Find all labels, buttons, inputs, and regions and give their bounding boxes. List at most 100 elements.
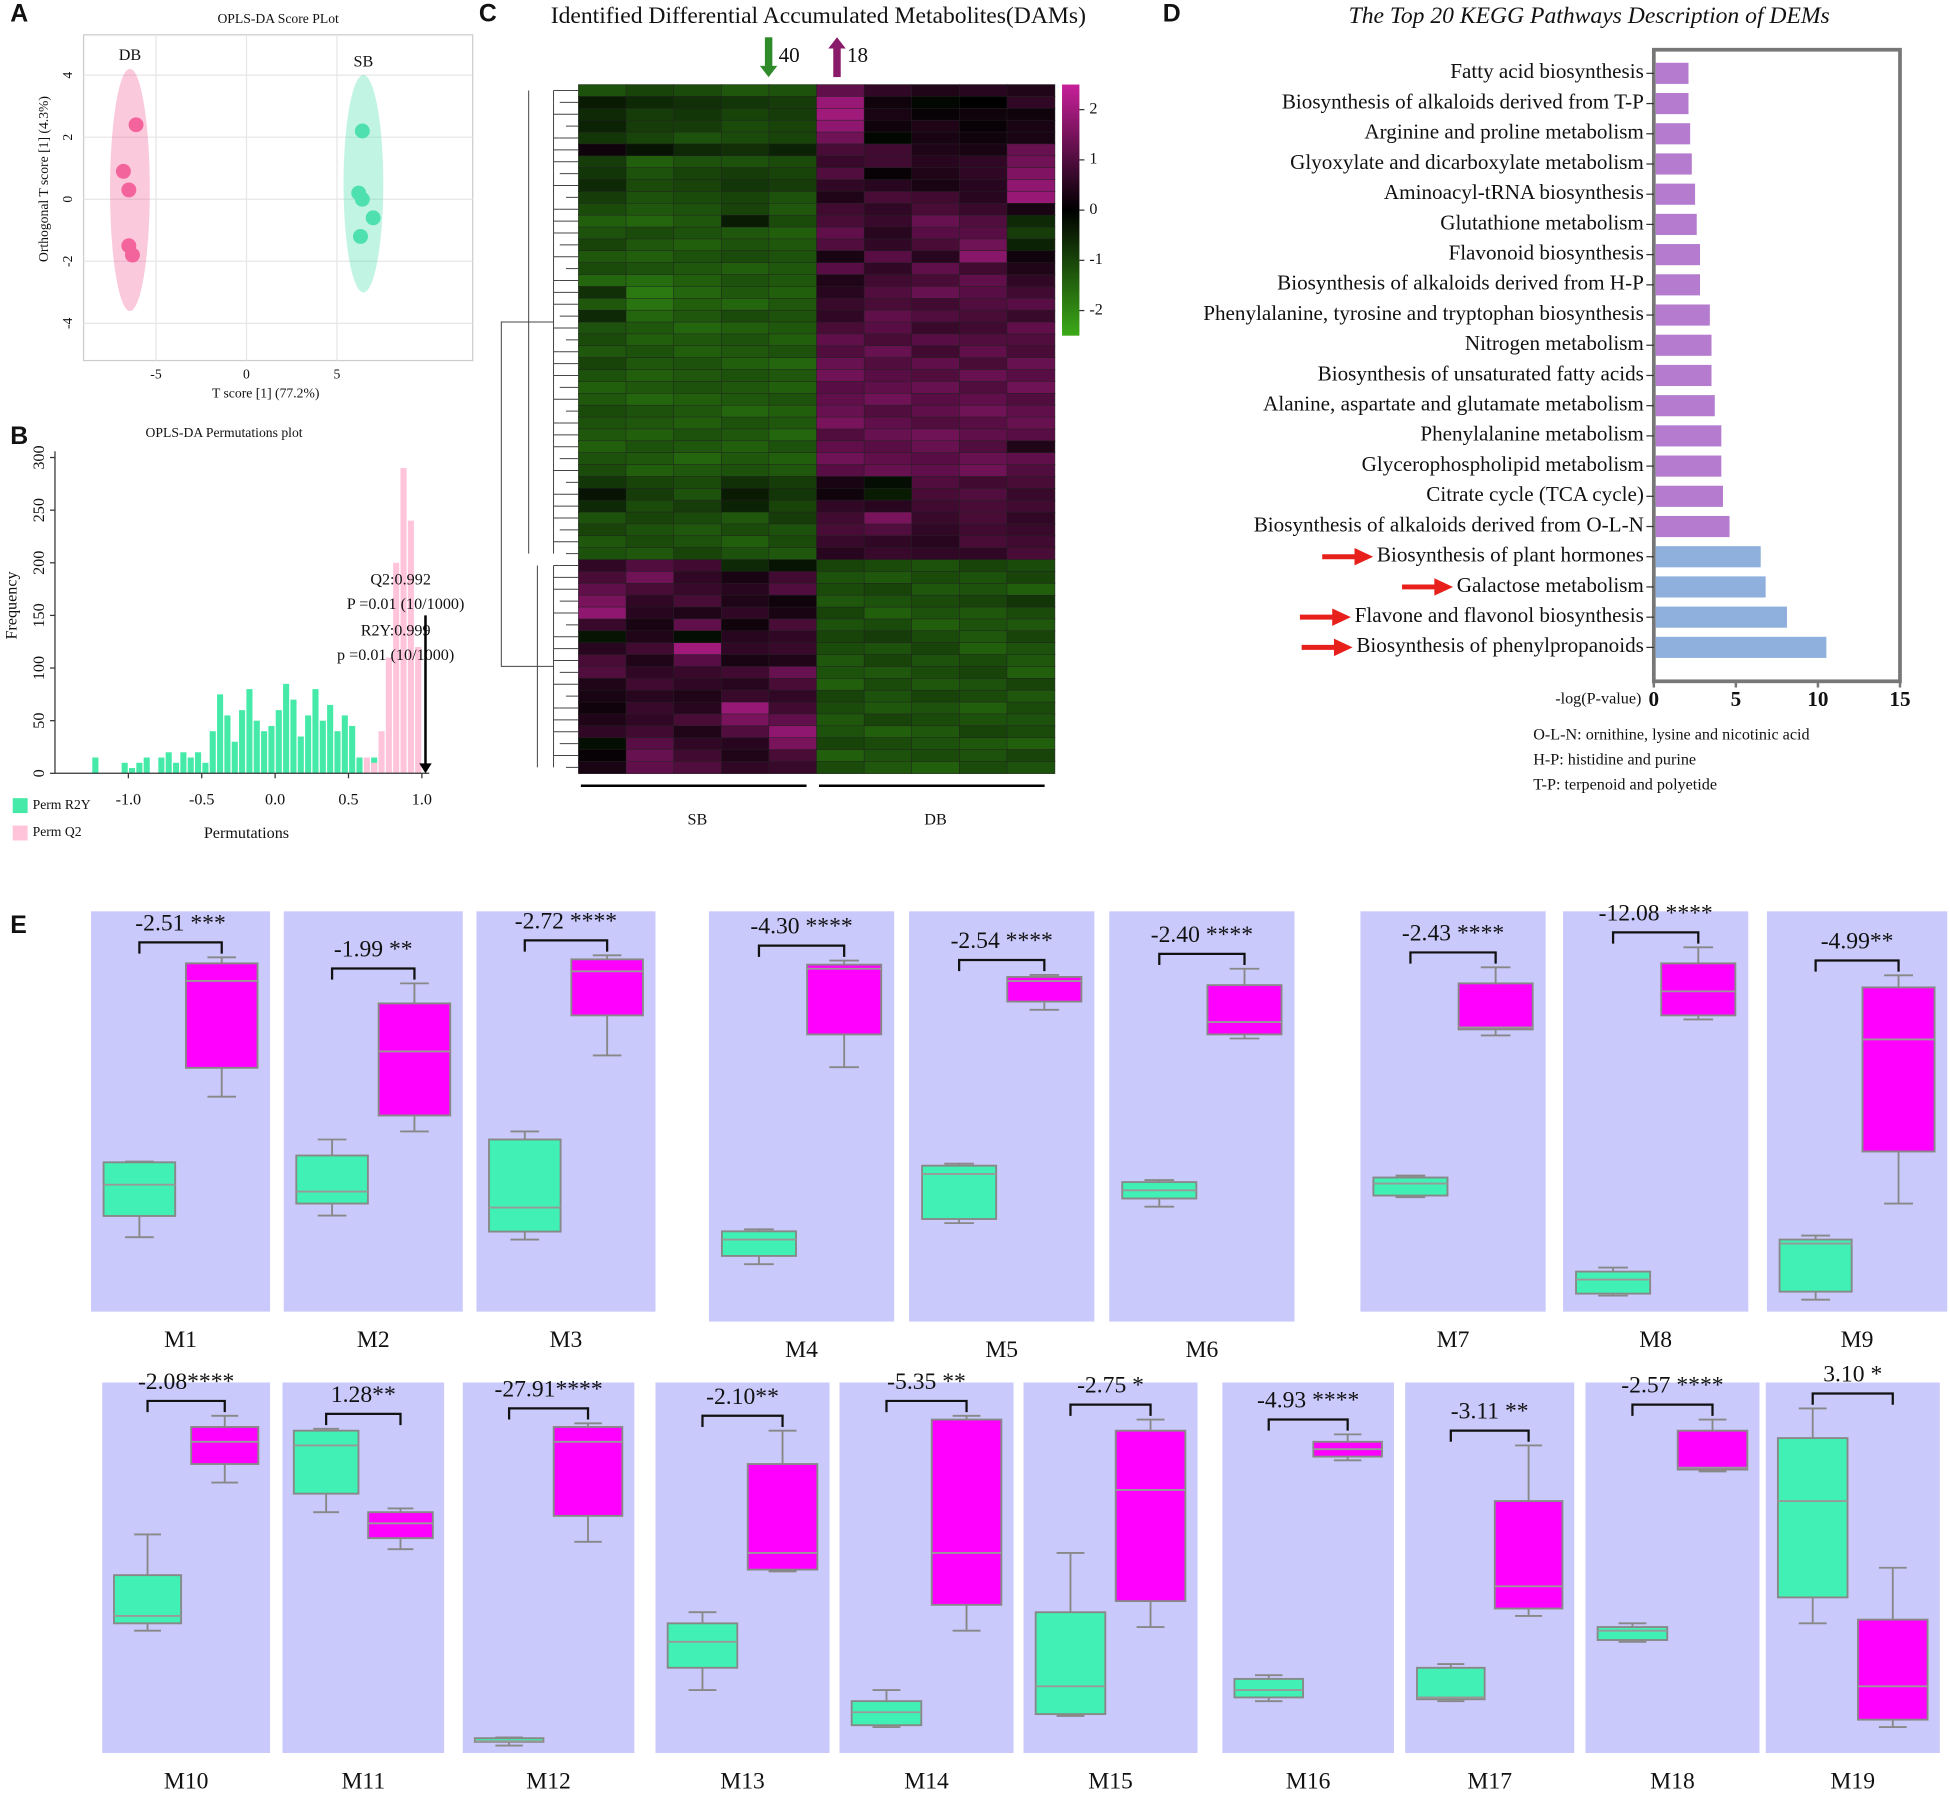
- heatmap-cell: [673, 594, 722, 608]
- histogram-bar: [268, 725, 275, 774]
- heatmap-cell: [959, 535, 1008, 549]
- heatmap-cell: [1006, 238, 1056, 252]
- heatmap-cell: [578, 547, 627, 561]
- heatmap-cell: [911, 761, 960, 774]
- heatmap-cell: [816, 404, 865, 418]
- heatmap-cell: [816, 535, 865, 549]
- heatmap-cell: [578, 488, 627, 501]
- heatmap-cell: [721, 131, 770, 145]
- heatmap-cell: [959, 179, 1008, 193]
- heatmap-cell: [959, 559, 1008, 573]
- heatmap-cell: [673, 511, 722, 525]
- heatmap-cell: [625, 321, 675, 335]
- point: [354, 123, 370, 139]
- heatmap-cell: [911, 203, 960, 216]
- heatmap-cell: [721, 452, 770, 466]
- heatmap-cell: [673, 345, 722, 359]
- significance-bracket: [1814, 959, 1900, 972]
- legend-swatch: [12, 825, 28, 841]
- group-label: SB: [688, 811, 708, 828]
- heatmap-cell: [959, 357, 1008, 371]
- heatmap-cell: [578, 630, 627, 644]
- heatmap-cell: [578, 571, 627, 584]
- point: [121, 182, 137, 198]
- box: [806, 963, 883, 1036]
- colorbar-tick-label: -1: [1089, 251, 1102, 268]
- heatmap-cell: [721, 523, 770, 537]
- heatmap-cell: [721, 618, 770, 632]
- heatmap-cell: [959, 369, 1008, 383]
- panel-letter: E: [10, 911, 27, 939]
- heatmap-cell: [959, 499, 1008, 513]
- heatmap-cell: [625, 642, 675, 656]
- heatmap-cell: [721, 583, 770, 596]
- heatmap-cell: [578, 131, 627, 145]
- heatmap-cell: [1006, 203, 1056, 216]
- heatmap-cell: [863, 535, 913, 549]
- heatmap-cell: [625, 96, 675, 109]
- heatmap-cell: [721, 393, 770, 406]
- heatmap-cell: [816, 666, 865, 679]
- heatmap-cell: [1006, 737, 1056, 751]
- heatmap-cell: [673, 131, 722, 145]
- heatmap-cell: [673, 523, 722, 537]
- point: [128, 117, 144, 133]
- heatmap-cell: [578, 642, 627, 656]
- histogram-bar: [371, 762, 378, 774]
- heatmap-cell: [911, 286, 960, 299]
- y-tick-label: 0: [60, 196, 75, 203]
- heatmap-cell: [625, 571, 675, 584]
- heatmap-cell: [1006, 476, 1056, 489]
- heatmap-cell: [768, 761, 818, 774]
- heatmap-cell: [816, 725, 865, 739]
- heatmap-cell: [911, 523, 960, 537]
- heatmap-cell: [1006, 630, 1056, 644]
- heatmap-cell: [625, 393, 675, 406]
- y-tick-label: 50: [31, 713, 48, 729]
- colorbar-tick-label: -2: [1089, 301, 1102, 318]
- heatmap-cell: [863, 321, 913, 335]
- heatmap-cell: [673, 701, 722, 715]
- heatmap-cell: [911, 571, 960, 584]
- heatmap-cell: [768, 713, 818, 727]
- heatmap-cell: [959, 476, 1008, 489]
- x-tick-label: M8: [1639, 1327, 1672, 1353]
- heatmap-cell: [625, 701, 675, 715]
- confidence-ellipse: [343, 75, 384, 293]
- heatmap-cell: [673, 309, 722, 323]
- heatmap-cell: [863, 167, 913, 181]
- heatmap-cell: [625, 250, 675, 264]
- bar: [1655, 576, 1766, 598]
- heatmap-cell: [1006, 262, 1056, 276]
- heatmap-cell: [721, 345, 770, 359]
- heatmap-cell: [816, 654, 865, 668]
- heatmap-cell: [578, 96, 627, 109]
- x-tick-label: M4: [785, 1337, 818, 1363]
- heatmap-cell: [768, 630, 818, 644]
- heatmap-cell: [959, 203, 1008, 216]
- heatmap-cell: [721, 357, 770, 371]
- x-tick-label: M1: [164, 1327, 197, 1353]
- significance-label: -2.43 ****: [1402, 920, 1504, 946]
- footnote: O-L-N: ornithine, lysine and nicotinic a…: [1533, 727, 1809, 744]
- heatmap-cell: [816, 559, 865, 573]
- histogram-bar: [305, 715, 312, 774]
- heatmap-cell: [768, 309, 818, 323]
- heatmap-cell: [1006, 725, 1056, 739]
- heatmap-cell: [959, 737, 1008, 751]
- heatmap-cell: [578, 321, 627, 335]
- heatmap-cell: [1006, 393, 1056, 406]
- x-tick-label: M10: [164, 1768, 209, 1794]
- heatmap-cell: [1006, 119, 1056, 133]
- heatmap-cell: [578, 440, 627, 454]
- heatmap-cell: [1006, 404, 1056, 418]
- heatmap-cell: [721, 606, 770, 620]
- heatmap-cell: [578, 179, 627, 193]
- heatmap-cell: [911, 191, 960, 204]
- heatmap-cell: [863, 214, 913, 228]
- significance-label: -2.57 ****: [1621, 1373, 1723, 1399]
- heatmap-cell: [911, 321, 960, 335]
- x-axis-label: T score [1] (77.2%): [212, 385, 319, 401]
- significance-label: -12.08 ****: [1599, 900, 1713, 926]
- heatmap-cell: [863, 737, 913, 751]
